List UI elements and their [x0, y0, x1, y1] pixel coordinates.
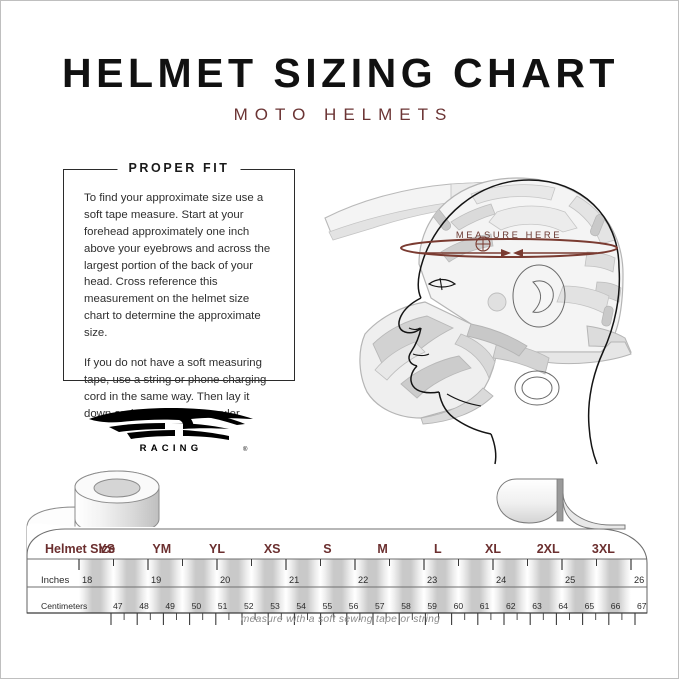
page-header: HELMET SIZING CHART MOTO HELMETS — [1, 53, 679, 125]
cm-value-52: 52 — [244, 601, 254, 611]
cm-value-57: 57 — [375, 601, 385, 611]
page-title: HELMET SIZING CHART — [62, 50, 619, 96]
cm-value-50: 50 — [192, 601, 202, 611]
helmet-ear-detail — [512, 264, 566, 406]
cm-value-58: 58 — [401, 601, 411, 611]
row-label-inches: Inches — [41, 575, 69, 586]
size-label-2xl: 2XL — [537, 542, 560, 556]
size-label-s: S — [323, 542, 331, 556]
inch-value-21: 21 — [289, 575, 299, 585]
inch-value-20: 20 — [220, 575, 230, 585]
helmet-shell-detail — [431, 184, 622, 327]
head-profile-outline — [398, 179, 621, 465]
cm-value-51: 51 — [218, 601, 228, 611]
registered-mark: ® — [243, 446, 248, 453]
cm-value-60: 60 — [454, 601, 464, 611]
tape-fold — [496, 478, 626, 530]
size-label-xs: XS — [264, 542, 281, 556]
measure-arrowhead-left — [501, 249, 511, 257]
tape-strip — [26, 523, 648, 614]
cm-value-53: 53 — [270, 601, 280, 611]
helmet-shell — [418, 177, 632, 365]
proper-fit-body: To find your approximate size use a soft… — [64, 170, 294, 422]
helmet-chin-bar — [359, 301, 498, 425]
tape-band — [424, 559, 459, 613]
tape-band — [251, 559, 286, 613]
cm-value-56: 56 — [349, 601, 359, 611]
tape-band — [182, 559, 217, 613]
proper-fit-panel: PROPER FIT To find your approximate size… — [63, 161, 295, 420]
fly-racing-tagline: RACING — [140, 443, 203, 454]
tape-band — [286, 559, 321, 613]
tape-band — [389, 559, 424, 613]
proper-fit-legend: PROPER FIT — [117, 161, 241, 175]
inch-value-24: 24 — [496, 575, 506, 585]
size-label-l: L — [434, 542, 442, 556]
cm-value-48: 48 — [139, 601, 149, 611]
cm-value-67: 67 — [637, 601, 647, 611]
inch-value-19: 19 — [151, 575, 161, 585]
size-label-xl: XL — [485, 542, 501, 556]
inch-value-26: 26 — [634, 575, 644, 585]
proper-fit-paragraph-1: To find your approximate size use a soft… — [84, 192, 271, 339]
row-label-centimeters: Centimeters — [41, 601, 87, 611]
measure-arrowhead-right — [513, 249, 523, 257]
measure-indicator: MEASURE HERE — [400, 229, 618, 258]
helmet-cheek-area — [466, 292, 550, 375]
size-label-3xl: 3XL — [592, 542, 615, 556]
tape-band — [527, 559, 562, 613]
inch-value-22: 22 — [358, 575, 368, 585]
cm-value-66: 66 — [611, 601, 621, 611]
cm-value-63: 63 — [532, 601, 542, 611]
size-label-ys: YS — [98, 542, 115, 556]
tape-band — [79, 559, 114, 613]
tape-band — [320, 559, 355, 613]
fly-wordmark — [89, 408, 253, 440]
cm-value-62: 62 — [506, 601, 516, 611]
chart-caption: measure with a soft sewing tape or strin… — [240, 614, 441, 625]
cm-value-64: 64 — [558, 601, 568, 611]
cm-value-55: 55 — [323, 601, 333, 611]
helmet-illustration: MEASURE HERE — [324, 177, 632, 465]
tape-band — [493, 559, 528, 613]
size-label-ym: YM — [152, 542, 171, 556]
tape-band — [148, 559, 183, 613]
tape-band — [562, 559, 597, 613]
cm-value-47: 47 — [113, 601, 123, 611]
tape-band — [113, 559, 148, 613]
measure-ellipse — [400, 238, 618, 258]
size-label-m: M — [377, 542, 387, 556]
inch-value-23: 23 — [427, 575, 437, 585]
tape-band — [458, 559, 493, 613]
fly-racing-logo: RACING ® — [89, 408, 253, 454]
page-subtitle: MOTO HELMETS — [233, 105, 454, 124]
helmet-pivot-screw — [487, 292, 507, 312]
inch-value-18: 18 — [82, 575, 92, 585]
measure-here-label: MEASURE HERE — [456, 229, 562, 240]
cm-value-61: 61 — [480, 601, 490, 611]
tape-band — [596, 559, 631, 613]
row-label-helmet-size: Helmet Size — [45, 542, 115, 556]
inch-value-25: 25 — [565, 575, 575, 585]
tape-bands — [79, 559, 631, 613]
cm-value-54: 54 — [296, 601, 306, 611]
cm-value-59: 59 — [427, 601, 437, 611]
tape-band — [217, 559, 252, 613]
tape-band — [355, 559, 390, 613]
cm-value-49: 49 — [165, 601, 175, 611]
size-label-yl: YL — [209, 542, 225, 556]
cm-value-65: 65 — [585, 601, 595, 611]
